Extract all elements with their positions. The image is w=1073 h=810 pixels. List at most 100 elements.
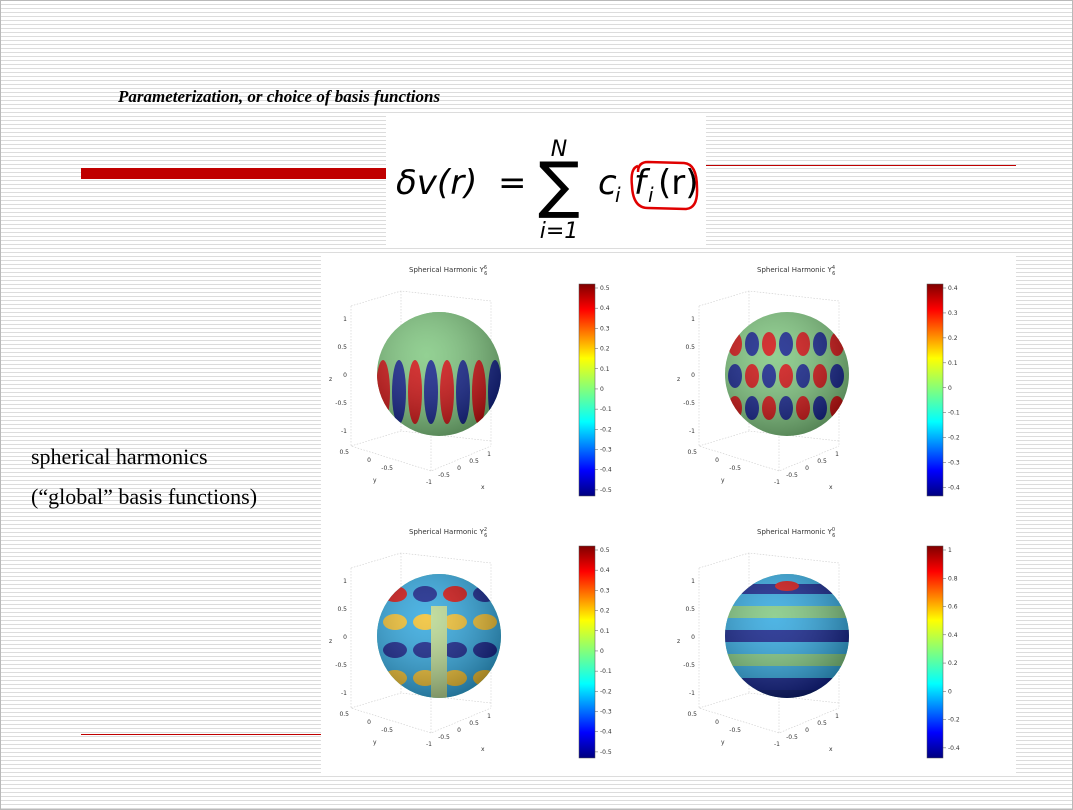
y-tick-label: 0.5	[687, 711, 697, 718]
x-tick-label: -1	[774, 479, 780, 486]
formula: δv(r) = N ∑ i=1 c i f i (r)	[386, 116, 706, 248]
z-tick-label: 1	[343, 316, 347, 323]
x-tick-label: -0.5	[438, 472, 450, 479]
x-axis-label: x	[829, 484, 833, 491]
y-axis-label: y	[721, 477, 725, 484]
colorbar-tick-label: -0.3	[600, 709, 612, 716]
z-tick-label: 0	[343, 372, 347, 379]
z-tick-label: 1	[691, 578, 695, 585]
colorbar	[926, 283, 944, 497]
colorbar-tick-label: 0.2	[948, 660, 958, 667]
z-tick-label: 0.5	[337, 344, 347, 351]
panel-title: Spherical Harmonic Y4 6	[757, 265, 835, 277]
y-tick-label: -0.5	[729, 465, 741, 472]
colorbar-tick-label: 0.3	[600, 325, 610, 332]
x-tick-label: -1	[426, 741, 432, 748]
y-tick-label: 0.5	[339, 711, 349, 718]
title-text: Spherical Harmonic Y	[757, 528, 833, 536]
y-tick-label: -0.5	[381, 465, 393, 472]
colorbar-tick-label: 0.2	[600, 346, 610, 353]
z-tick-label: -1	[689, 428, 695, 435]
y-axis-label: y	[721, 739, 725, 746]
sphere-shade	[377, 574, 501, 698]
colorbar-tick-label: 0.1	[948, 360, 958, 367]
colorbar-tick-label: 0.6	[948, 604, 958, 611]
colorbar-tick-label: 0.4	[948, 285, 958, 292]
y-tick-label: 0	[715, 719, 719, 726]
formula-lhs: δv(r)	[396, 163, 477, 203]
colorbar-tick-label: -0.2	[600, 426, 612, 433]
x-tick-label: -1	[774, 741, 780, 748]
colorbar-tick-label: -0.5	[600, 749, 612, 756]
colorbar-tick-label: 0.3	[600, 587, 610, 594]
title-text: Spherical Harmonic Y	[409, 528, 485, 536]
order: 0	[832, 527, 835, 533]
formula-function-index: i	[648, 183, 654, 207]
degree: 6	[832, 533, 835, 539]
colorbar-tick-label: -0.1	[948, 410, 960, 417]
formula-lower: i=1	[540, 219, 579, 244]
colorbar-tick-label: 0.4	[948, 632, 958, 639]
sphere-shade	[725, 312, 849, 436]
x-tick-label: -0.5	[438, 734, 450, 741]
colorbar-tick-label: 0	[948, 385, 952, 392]
axes-box	[350, 552, 492, 734]
colorbar-tick-label: -0.1	[600, 668, 612, 675]
x-axis-label: x	[829, 746, 833, 753]
colorbar	[578, 283, 596, 497]
y-tick-label: 0	[715, 457, 719, 464]
x-tick-label: 1	[835, 451, 839, 458]
colorbar-tick-label: 0	[600, 386, 604, 393]
colorbar-tick-label: 0.5	[600, 285, 610, 292]
x-tick-label: 0	[805, 727, 809, 734]
x-tick-label: 0.5	[469, 720, 479, 727]
z-tick-label: 0	[691, 634, 695, 641]
y-tick-label: 0	[367, 719, 371, 726]
title-text: Spherical Harmonic Y	[409, 266, 485, 274]
y-tick-label: -0.5	[381, 727, 393, 734]
slide-title: Parameterization, or choice of basis fun…	[118, 87, 441, 106]
z-tick-label: 0.5	[685, 606, 695, 613]
x-tick-label: 1	[487, 713, 491, 720]
z-tick-label: 1	[691, 316, 695, 323]
x-tick-label: 0.5	[817, 458, 827, 465]
colorbar-tick-label: -0.2	[948, 435, 960, 442]
z-tick-label: -0.5	[683, 662, 695, 669]
z-axis-label: z	[329, 376, 332, 383]
x-tick-label: 0.5	[817, 720, 827, 727]
panel-title: Spherical Harmonic Y2 6	[409, 527, 487, 539]
colorbar	[578, 545, 596, 759]
axes-box	[698, 290, 840, 472]
red-rule	[81, 734, 321, 735]
formula-upper: N	[551, 137, 567, 162]
z-axis-label: z	[677, 638, 680, 645]
colorbar-tick-label: 0.1	[600, 366, 610, 373]
colorbar-tick-label: 0.4	[600, 305, 610, 312]
x-tick-label: 0	[457, 727, 461, 734]
colorbar-tick-label: 0.8	[948, 575, 958, 582]
panel-title: Spherical Harmonic Y6 6	[409, 265, 487, 277]
order: 4	[832, 265, 835, 271]
colorbar-tick-label: 0	[948, 688, 952, 695]
red-rule	[706, 165, 1016, 166]
formula-argument: (r)	[658, 163, 699, 203]
z-tick-label: 1	[343, 578, 347, 585]
colorbar-tick-label: 0.2	[948, 335, 958, 342]
colorbar-tick-label: 0.4	[600, 567, 610, 574]
z-tick-label: 0.5	[337, 606, 347, 613]
z-tick-label: -1	[341, 690, 347, 697]
x-tick-label: 0	[805, 465, 809, 472]
side-label: (“global” basis functions)	[31, 484, 258, 509]
colorbar-tick-label: 1	[948, 547, 952, 554]
formula-coefficient-index: i	[615, 183, 621, 207]
degree: 6	[484, 271, 487, 277]
plot-panel: Spherical Harmonic Y4 6 1 0.5 0 -0.5 -1 z 0.5 0 -0…	[677, 265, 960, 497]
z-tick-label: -1	[341, 428, 347, 435]
degree: 6	[832, 271, 835, 277]
x-tick-label: 0	[457, 465, 461, 472]
colorbar-tick-label: -0.3	[948, 460, 960, 467]
x-tick-label: 0.5	[469, 458, 479, 465]
colorbar-tick-label: 0.3	[948, 310, 958, 317]
colorbar-tick-label: -0.5	[600, 487, 612, 494]
